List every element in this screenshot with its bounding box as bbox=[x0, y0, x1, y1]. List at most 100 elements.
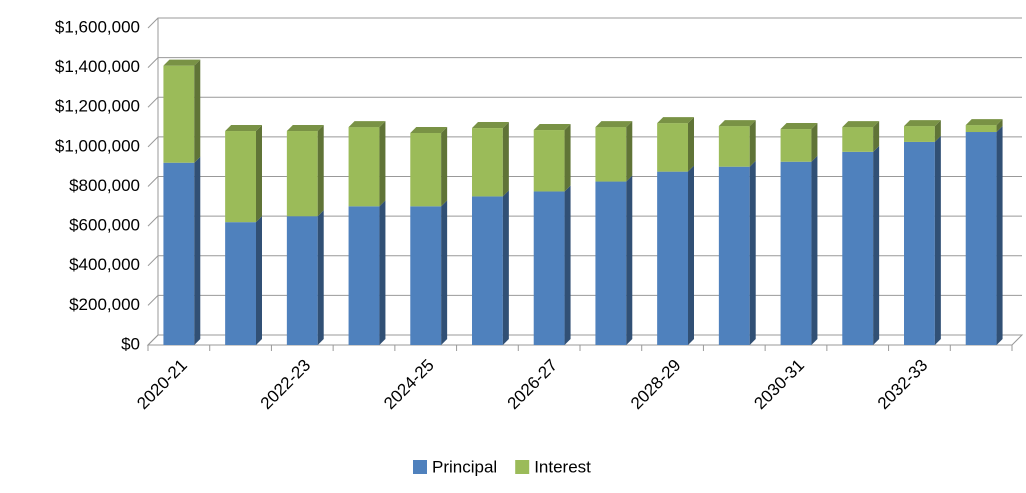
bar-side bbox=[256, 125, 262, 223]
bar bbox=[657, 123, 688, 172]
bar-side bbox=[317, 125, 324, 217]
bar bbox=[842, 127, 874, 152]
bar bbox=[595, 181, 627, 345]
x-tick-label: 2032-33 bbox=[874, 356, 932, 414]
bar-side bbox=[688, 165, 694, 345]
bar bbox=[410, 133, 442, 207]
bar-side bbox=[564, 124, 571, 192]
legend-label: Principal bbox=[432, 457, 497, 476]
grid-line bbox=[147, 176, 1022, 187]
y-tick-label: $1,000,000 bbox=[55, 136, 140, 155]
legend-swatch bbox=[515, 460, 530, 474]
grid-line bbox=[147, 96, 1022, 108]
bar bbox=[472, 128, 503, 197]
y-tick-label: $1,600,000 bbox=[55, 17, 140, 36]
bar-side bbox=[502, 190, 509, 345]
y-tick-label: $1,200,000 bbox=[55, 97, 140, 116]
bar-side bbox=[256, 216, 262, 345]
bar bbox=[595, 127, 627, 182]
bar bbox=[842, 151, 874, 345]
bar-top bbox=[410, 127, 448, 134]
grid-line bbox=[147, 17, 1022, 29]
y-tick-label: $0 bbox=[121, 334, 140, 353]
x-tick-label: 2030-31 bbox=[750, 356, 808, 414]
x-tick-label: 2024-25 bbox=[380, 356, 438, 414]
bar-side bbox=[811, 155, 818, 345]
bar-top bbox=[472, 122, 509, 129]
bar-top bbox=[533, 124, 571, 131]
x-tick-label: 2020-21 bbox=[133, 356, 191, 414]
bar-side bbox=[194, 59, 201, 163]
bar-top bbox=[163, 59, 201, 66]
grid-line bbox=[147, 57, 1022, 68]
bar bbox=[163, 65, 195, 163]
bar bbox=[163, 162, 195, 345]
bar-side bbox=[996, 126, 1003, 345]
bar-side bbox=[502, 122, 509, 197]
bar bbox=[533, 130, 565, 192]
bar-side bbox=[441, 200, 448, 345]
bar bbox=[904, 126, 935, 142]
bar-side bbox=[317, 210, 324, 345]
bar bbox=[348, 206, 380, 345]
bar-side bbox=[441, 127, 448, 207]
bar bbox=[904, 141, 935, 345]
grid-line bbox=[147, 255, 1022, 267]
bar-side bbox=[194, 156, 201, 345]
bar-top bbox=[657, 117, 694, 124]
bar-side bbox=[934, 120, 941, 142]
bar-top bbox=[904, 120, 941, 127]
bar-top bbox=[842, 121, 880, 128]
grid-line bbox=[147, 294, 1022, 306]
bar-side bbox=[934, 135, 941, 345]
bar-top bbox=[595, 121, 633, 128]
bar bbox=[965, 125, 997, 133]
bar-side bbox=[873, 145, 880, 345]
bar-side bbox=[749, 160, 756, 345]
back-wall bbox=[146, 18, 1024, 346]
bar bbox=[286, 216, 318, 345]
bar-side bbox=[873, 121, 880, 152]
bar bbox=[780, 129, 812, 162]
bar bbox=[718, 126, 750, 167]
bar bbox=[657, 171, 688, 345]
bar-side bbox=[626, 121, 633, 182]
bar bbox=[718, 166, 750, 345]
legend-swatch bbox=[413, 460, 427, 474]
bar bbox=[348, 127, 380, 207]
bar bbox=[533, 191, 565, 345]
x-tick-label: 2022-23 bbox=[257, 356, 315, 414]
bar bbox=[472, 196, 503, 345]
y-tick-label: $1,400,000 bbox=[55, 57, 140, 76]
bar-side bbox=[996, 119, 1003, 133]
y-tick-label: $800,000 bbox=[69, 176, 140, 195]
bar-top bbox=[348, 121, 386, 128]
x-tick-label: 2026-27 bbox=[504, 356, 562, 414]
grid-line bbox=[147, 215, 1022, 227]
bar-top bbox=[780, 123, 818, 130]
bar bbox=[286, 131, 318, 217]
bar-side bbox=[564, 185, 571, 345]
grid-line bbox=[147, 334, 1022, 346]
y-tick-label: $400,000 bbox=[69, 255, 140, 274]
bar-side bbox=[749, 120, 756, 167]
y-tick-label: $200,000 bbox=[69, 295, 140, 314]
bar-side bbox=[811, 123, 818, 162]
legend-label: Interest bbox=[534, 457, 591, 476]
bar bbox=[225, 131, 256, 223]
bar-side bbox=[379, 200, 386, 345]
bar-side bbox=[379, 121, 386, 207]
x-tick-label: 2028-29 bbox=[627, 356, 685, 414]
bar bbox=[410, 206, 442, 345]
bar bbox=[225, 222, 256, 345]
bar-top bbox=[225, 125, 262, 132]
bar-side bbox=[626, 175, 633, 345]
y-tick-label: $600,000 bbox=[69, 216, 140, 235]
bar-side bbox=[688, 117, 694, 172]
bar-top bbox=[718, 120, 756, 127]
grid-line bbox=[147, 136, 1022, 148]
bar-top bbox=[286, 125, 324, 132]
bar-top bbox=[965, 119, 1003, 126]
bar bbox=[780, 161, 812, 345]
